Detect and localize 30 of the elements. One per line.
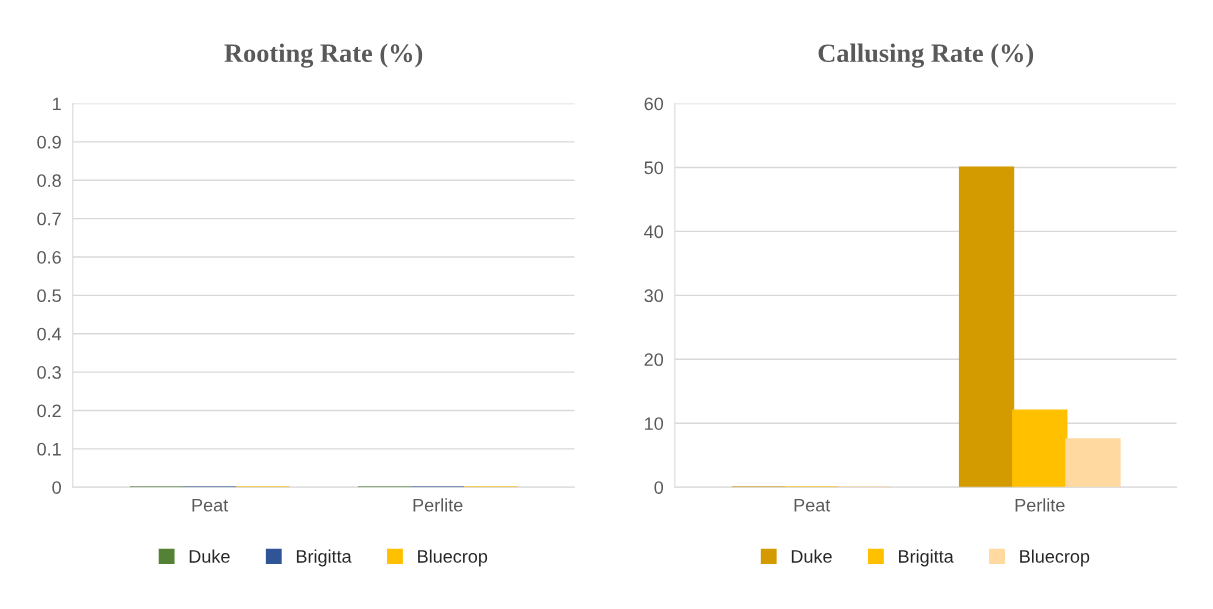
y-tick-label: 1: [53, 97, 61, 111]
y-tick-label: 0.9: [37, 135, 61, 149]
y-tick-label: 0.3: [37, 366, 61, 379]
legend-label: Duke: [791, 549, 832, 563]
y-tick-label: 50: [644, 161, 664, 175]
y-tick-label: 30: [644, 289, 664, 303]
legend-label: Bluecrop: [1020, 549, 1090, 567]
y-tick-label: 0.1: [37, 442, 61, 456]
y-tick-label: 0: [654, 481, 664, 494]
y-tick-label: 0: [52, 481, 61, 494]
legend-label: Duke: [189, 549, 230, 563]
chart-title: Rooting Rate (%): [224, 43, 423, 68]
y-tick-label: 40: [644, 225, 664, 239]
y-tick-label: 0.5: [37, 289, 61, 303]
x-tick-label: Peat: [192, 498, 229, 512]
x-tick-label: Perlite: [413, 498, 463, 512]
chart-title: Callusing Rate (%): [818, 43, 1034, 68]
legend-label: Bluecrop: [418, 549, 488, 567]
y-tick-label: 10: [645, 417, 664, 430]
x-tick-label: Perlite: [1015, 498, 1065, 512]
y-tick-label: 0.4: [37, 327, 62, 341]
y-tick-label: 20: [644, 353, 664, 367]
y-tick-label: 0.2: [37, 404, 61, 418]
y-tick-label: 60: [644, 97, 664, 111]
y-tick-label: 0.7: [37, 212, 61, 226]
legend-label: Brigitta: [899, 549, 954, 567]
y-tick-label: 0.8: [37, 174, 61, 187]
legend-label: Brigitta: [296, 549, 352, 567]
y-tick-label: 0.6: [37, 250, 61, 264]
x-tick-label: Peat: [794, 498, 831, 512]
